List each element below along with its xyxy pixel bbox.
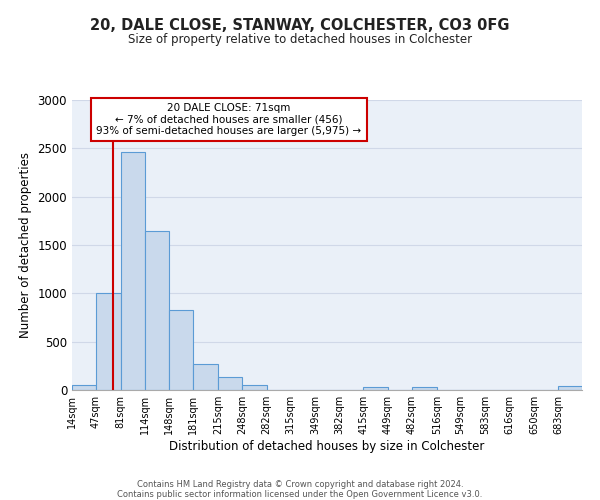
Bar <box>412 387 437 390</box>
Bar <box>96 294 121 390</box>
Bar <box>121 152 145 390</box>
Y-axis label: Number of detached properties: Number of detached properties <box>19 152 32 338</box>
Bar <box>145 230 169 390</box>
X-axis label: Distribution of detached houses by size in Colchester: Distribution of detached houses by size … <box>169 440 485 453</box>
Bar <box>364 386 388 390</box>
Bar <box>218 378 242 390</box>
Text: 20 DALE CLOSE: 71sqm
← 7% of detached houses are smaller (456)
93% of semi-detac: 20 DALE CLOSE: 71sqm ← 7% of detached ho… <box>97 103 361 136</box>
Bar <box>558 386 582 390</box>
Bar <box>169 310 193 390</box>
Bar <box>72 384 96 390</box>
Text: Contains HM Land Registry data © Crown copyright and database right 2024.
Contai: Contains HM Land Registry data © Crown c… <box>118 480 482 500</box>
Text: Size of property relative to detached houses in Colchester: Size of property relative to detached ho… <box>128 32 472 46</box>
Bar <box>193 364 218 390</box>
Bar <box>242 384 267 390</box>
Text: 20, DALE CLOSE, STANWAY, COLCHESTER, CO3 0FG: 20, DALE CLOSE, STANWAY, COLCHESTER, CO3… <box>90 18 510 32</box>
